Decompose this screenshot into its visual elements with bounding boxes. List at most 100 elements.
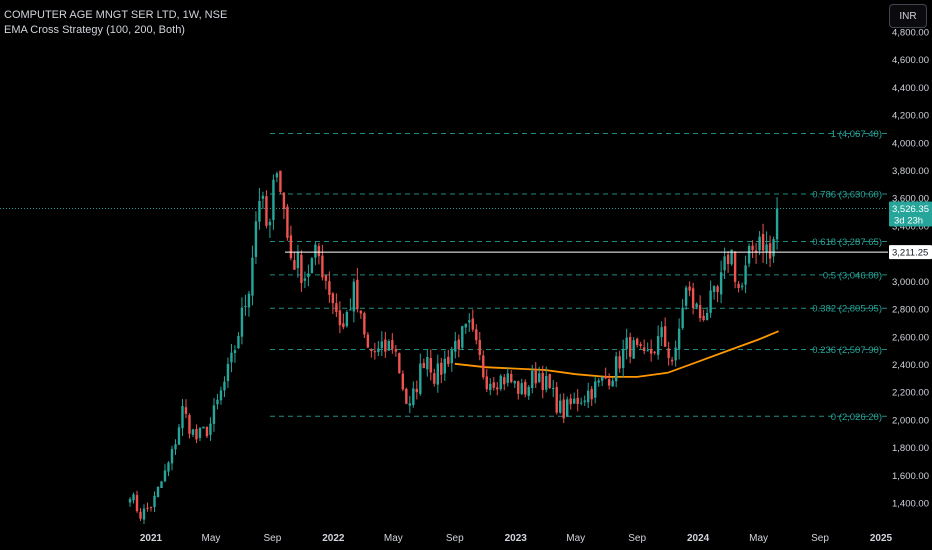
candle[interactable]	[688, 281, 691, 297]
candle[interactable]	[132, 492, 135, 504]
candle[interactable]	[328, 271, 331, 303]
candle[interactable]	[251, 245, 254, 306]
candle[interactable]	[639, 341, 642, 349]
candle[interactable]	[265, 190, 268, 229]
candle[interactable]	[331, 292, 335, 314]
candle[interactable]	[170, 445, 174, 471]
candle[interactable]	[373, 342, 377, 360]
candle[interactable]	[174, 439, 177, 456]
candle[interactable]	[632, 337, 635, 359]
candle[interactable]	[698, 295, 702, 322]
candles[interactable]	[128, 170, 779, 524]
time-axis[interactable]: 2021 May Sep 2022 May Sep 2023 May Sep 2024 May Sep…	[140, 533, 893, 544]
candle[interactable]	[293, 251, 296, 270]
candle[interactable]	[705, 307, 709, 321]
candle[interactable]	[461, 325, 464, 351]
candle[interactable]	[559, 393, 562, 415]
candle[interactable]	[712, 285, 716, 300]
candle[interactable]	[695, 302, 698, 310]
candle[interactable]	[517, 380, 520, 400]
candle[interactable]	[380, 331, 384, 357]
candle[interactable]	[524, 379, 527, 398]
candle[interactable]	[216, 393, 219, 410]
candle[interactable]	[419, 353, 422, 396]
candle[interactable]	[366, 332, 370, 349]
candle[interactable]	[436, 354, 440, 393]
candle[interactable]	[422, 358, 426, 369]
candle[interactable]	[321, 244, 324, 281]
candle[interactable]	[279, 170, 282, 194]
candle[interactable]	[573, 392, 576, 404]
candle[interactable]	[412, 381, 415, 408]
candle[interactable]	[597, 378, 600, 387]
candle[interactable]	[391, 333, 394, 354]
candle[interactable]	[604, 367, 607, 380]
candle[interactable]	[443, 350, 446, 381]
candle[interactable]	[660, 321, 663, 347]
candle[interactable]	[181, 398, 184, 437]
candle[interactable]	[600, 376, 604, 387]
candle[interactable]	[506, 367, 509, 387]
candle[interactable]	[733, 250, 737, 289]
candle[interactable]	[761, 223, 765, 264]
candle[interactable]	[471, 309, 474, 332]
candle[interactable]	[674, 340, 677, 367]
candle[interactable]	[628, 332, 632, 364]
candle[interactable]	[233, 345, 237, 363]
candle[interactable]	[614, 351, 618, 388]
candle[interactable]	[230, 344, 233, 373]
candle[interactable]	[363, 311, 366, 338]
candle[interactable]	[684, 285, 688, 310]
candle[interactable]	[531, 364, 534, 394]
candle[interactable]	[205, 426, 209, 439]
candle[interactable]	[258, 187, 261, 230]
candle[interactable]	[555, 382, 558, 415]
candle[interactable]	[160, 480, 163, 489]
candle[interactable]	[485, 368, 488, 392]
candle[interactable]	[457, 334, 460, 358]
candle[interactable]	[209, 417, 212, 441]
candle[interactable]	[146, 502, 149, 512]
candle[interactable]	[272, 174, 275, 230]
candle[interactable]	[349, 298, 352, 311]
candle[interactable]	[489, 378, 492, 396]
candle[interactable]	[177, 423, 181, 446]
candle[interactable]	[317, 242, 321, 265]
candle[interactable]	[454, 331, 457, 359]
fibonacci-retracement[interactable]: 1 (4,067.40) 0.786 (3,630.60) 0.618 (3,287…	[0, 129, 888, 423]
price-axis[interactable]: 1,400.00 1,600.00 1,800.00 2,000.00 2,200.00…	[892, 28, 929, 510]
candle[interactable]	[569, 393, 572, 410]
candle[interactable]	[240, 297, 244, 345]
currency-button[interactable]: INR	[889, 4, 927, 28]
candle[interactable]	[261, 191, 265, 209]
candle[interactable]	[247, 290, 251, 317]
candle[interactable]	[468, 313, 471, 332]
candle[interactable]	[254, 211, 258, 265]
candle[interactable]	[342, 313, 345, 330]
candle[interactable]	[286, 204, 289, 241]
candle[interactable]	[307, 264, 310, 287]
candle[interactable]	[303, 271, 307, 289]
candle[interactable]	[401, 370, 405, 392]
candle[interactable]	[768, 235, 772, 268]
strategy-label[interactable]: EMA Cross Strategy (100, 200, Both)	[4, 24, 185, 36]
candle[interactable]	[184, 399, 188, 419]
candle[interactable]	[219, 386, 223, 405]
candle[interactable]	[128, 496, 132, 507]
candle[interactable]	[356, 267, 359, 313]
candle[interactable]	[212, 397, 216, 432]
candle[interactable]	[642, 339, 646, 355]
candle[interactable]	[611, 377, 614, 387]
candle[interactable]	[621, 339, 625, 378]
candle[interactable]	[352, 278, 356, 323]
candle[interactable]	[709, 280, 712, 318]
candle[interactable]	[191, 428, 195, 437]
candle[interactable]	[562, 393, 565, 424]
candle[interactable]	[447, 349, 450, 367]
candle[interactable]	[345, 310, 349, 328]
candle[interactable]	[538, 366, 541, 384]
candle[interactable]	[716, 284, 719, 303]
candle[interactable]	[740, 282, 744, 291]
candle[interactable]	[513, 380, 516, 388]
candle[interactable]	[475, 324, 478, 345]
